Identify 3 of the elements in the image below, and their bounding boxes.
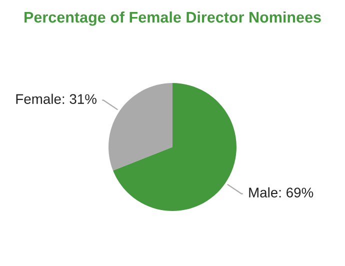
chart-title: Percentage of Female Director Nominees (24, 11, 321, 26)
slice-label: Female: 31% (16, 94, 96, 104)
slice-label: Male: 69% (249, 187, 314, 198)
